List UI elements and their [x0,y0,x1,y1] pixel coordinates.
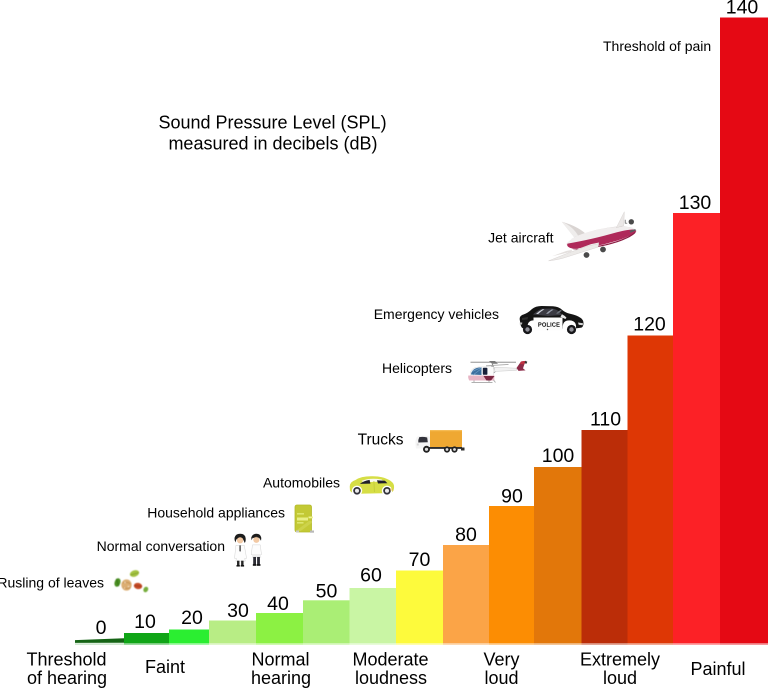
svg-text:120: 120 [633,314,666,336]
svg-text:Painful: Painful [690,659,745,679]
svg-text:measured in decibels (dB): measured in decibels (dB) [168,134,377,154]
svg-text:80: 80 [455,524,477,546]
svg-text:Normal conversation: Normal conversation [97,538,225,554]
svg-text:Rusling of leaves: Rusling of leaves [0,575,104,591]
svg-text:20: 20 [181,607,203,629]
svg-text:Jet aircraft: Jet aircraft [488,230,553,246]
svg-text:Helicopters: Helicopters [382,360,452,376]
svg-text:Household appliances: Household appliances [147,505,285,521]
svg-text:130: 130 [679,192,712,214]
svg-text:Trucks: Trucks [358,432,404,449]
svg-text:40: 40 [267,593,289,615]
svg-text:60: 60 [360,565,382,587]
svg-text:Threshold of pain: Threshold of pain [603,38,711,54]
svg-text:100: 100 [542,445,575,467]
svg-text:Automobiles: Automobiles [263,475,340,491]
svg-text:Extremely: Extremely [580,650,660,670]
svg-text:Sound Pressure Level (SPL): Sound Pressure Level (SPL) [158,113,386,133]
svg-text:30: 30 [227,600,249,622]
svg-text:70: 70 [409,549,431,571]
svg-text:loud: loud [484,668,518,688]
svg-text:140: 140 [726,0,759,19]
svg-text:110: 110 [590,409,621,431]
svg-text:Moderate: Moderate [352,650,428,670]
svg-text:Very: Very [483,650,519,670]
svg-text:10: 10 [134,611,156,633]
svg-text:50: 50 [316,581,338,603]
svg-text:Faint: Faint [145,657,185,677]
svg-text:Emergency vehicles: Emergency vehicles [374,306,499,322]
svg-text:loud: loud [603,668,637,688]
svg-text:0: 0 [96,617,107,639]
svg-text:Threshold: Threshold [26,650,106,670]
svg-text:hearing: hearing [251,668,311,688]
svg-text:of hearing: of hearing [27,668,107,688]
svg-text:Normal: Normal [251,650,309,670]
svg-text:loudness: loudness [355,668,427,688]
svg-text:90: 90 [501,486,523,508]
